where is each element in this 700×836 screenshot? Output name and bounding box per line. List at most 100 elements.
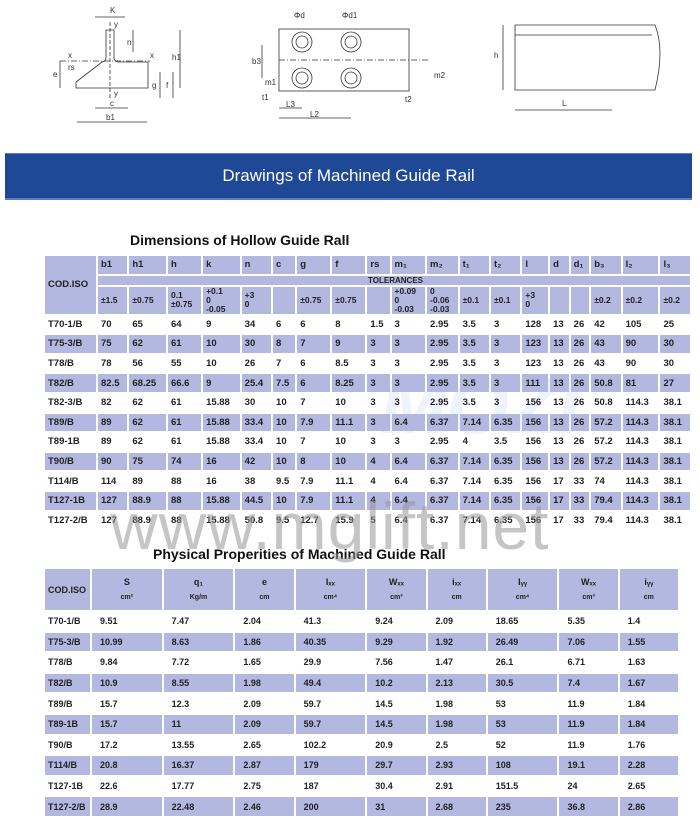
table-cell: 151.5 [495,781,519,792]
table-cell: 2.87 [235,756,294,775]
table-cell: 65 [132,318,143,330]
table-row: T127-2/B 127 88.9 88 15.88 50.8 9.5 12.7 15.9 5 6.… [45,512,690,530]
table-cell: 2.09 [235,714,294,734]
table-cell: 123 [522,335,549,353]
table-cell: 10.99 [92,632,162,652]
table-cell: 2.86 [619,797,678,816]
column-header: f [332,256,366,274]
table-cell: 1.98 [235,673,294,693]
table-cell: 114.3 [625,436,649,448]
row-code: T82/B [45,374,96,392]
table-cell: 7.9 [297,413,331,432]
table-cell: 26 [573,397,585,409]
table-cell: 9 [203,374,240,392]
column-name: iₓₓ [452,576,462,587]
column-header: k [203,256,240,274]
table-cell: 78 [101,358,112,370]
table-cell: 1.65 [243,657,261,668]
table-row: T89-1B 89 62 61 15.88 33.4 10 7 10 3 3 2.95 4 3.5 156 1… [45,433,690,451]
table-cell: 26 [570,374,590,392]
table-cell: 9.51 [100,616,118,627]
row-code: T114/B [45,756,90,775]
column-header: d [550,256,569,274]
table-cell: 30 [660,335,690,353]
code-header: COD.ISO [45,256,96,314]
table-cell: 26 [570,413,590,432]
table-cell: 33 [570,491,590,510]
table-cell: 15.88 [203,491,240,510]
table-cell: 5.35 [567,616,585,627]
table-cell: 13 [553,318,564,330]
table-cell: 11.9 [559,714,618,734]
column-header: m₁ [391,256,426,274]
table-cell: 6.37 [427,413,458,432]
row-code: T78/B [48,358,74,370]
table-cell: 187 [303,781,319,792]
column-unit: cm⁴ [515,593,530,601]
table-row: T127-2/B 28.9 22.48 2.46 200 31 2.68 235 36.8 2.8… [45,797,678,816]
table-cell: 27 [660,374,690,392]
column-unit: cm³ [390,593,403,601]
table-cell: 7.14 [462,514,482,526]
label-e: e [53,70,58,79]
table-cell: 9 [332,335,366,353]
tolerance-cell: ±0.2 [660,286,690,314]
table-cell: 12.3 [171,698,190,709]
table-cell: 10 [273,452,296,471]
table-cell: 7 [276,358,282,370]
table-cell: 235 [487,797,558,816]
tolerance-cell: ±0.2 [591,286,621,314]
column-header: iᵧᵧ cm [619,569,678,610]
dimensions-table: COD.ISO b1 h1 h k n c g f rs m₁ m₂ t₁ t₂ l d d₁ b₃ l₂ l₃ TOL… [43,254,692,531]
label-h: h [494,51,498,60]
table-cell: 1.84 [627,698,646,709]
table-cell: 3 [391,374,426,392]
table-cell: 6.37 [427,452,458,471]
table-cell: 6.4 [394,514,408,526]
table-cell: 26 [570,452,590,471]
label-m1: m1 [265,78,277,87]
table-cell: 61 [170,436,182,448]
table-cell: 2.95 [427,335,458,353]
table-cell: 6.35 [490,452,521,471]
properties-title: Physical Properities of Machined Guide R… [153,546,446,562]
table-cell: 7.14 [459,491,489,510]
table-cell: 7.14 [462,475,482,487]
table-cell: 43 [591,335,621,353]
table-cell: 10 [335,436,346,448]
table-cell: 25 [663,318,675,330]
column-name: Iₓₓ [325,576,335,587]
table-cell: 75 [129,452,166,471]
table-row: T82-3/B 82 62 61 15.88 30 10 7 10 3 3 2.95 3.5 3 156 13… [45,394,690,412]
table-cell: 29.7 [367,756,426,775]
label-f: f [166,81,169,90]
column-name: q₁ [193,576,204,587]
table-cell: 49.4 [295,673,366,693]
table-cell: 1.63 [627,657,646,668]
table-cell: 2.65 [627,781,646,792]
table-cell: 2.09 [243,698,261,709]
column-header: t₁ [459,256,489,274]
table-cell: 10 [273,413,296,432]
table-cell: 7.9 [300,475,314,487]
table-cell: 105 [625,318,642,330]
column-unit: Kg/m [189,593,208,601]
table-cell: 1.84 [619,714,678,734]
table-cell: 16.37 [163,756,234,775]
label-t1: t1 [262,93,269,102]
table-cell: 15.88 [203,413,240,432]
table-cell: 41.3 [303,616,322,627]
column-unit: cm⁴ [323,593,338,601]
row-code: T70-1/B [48,318,83,330]
tolerance-cell: +3 0 [241,286,272,314]
table-cell: 3 [493,358,500,370]
table-cell: 44.5 [241,491,272,510]
column-header: t₂ [490,256,521,274]
table-cell: 61 [167,335,202,353]
table-cell: 20.8 [92,756,162,775]
table-cell: 111 [522,374,549,392]
table-cell: 15.9 [335,514,354,526]
table-cell: 50.8 [591,374,621,392]
table-cell: 2.91 [435,781,454,792]
